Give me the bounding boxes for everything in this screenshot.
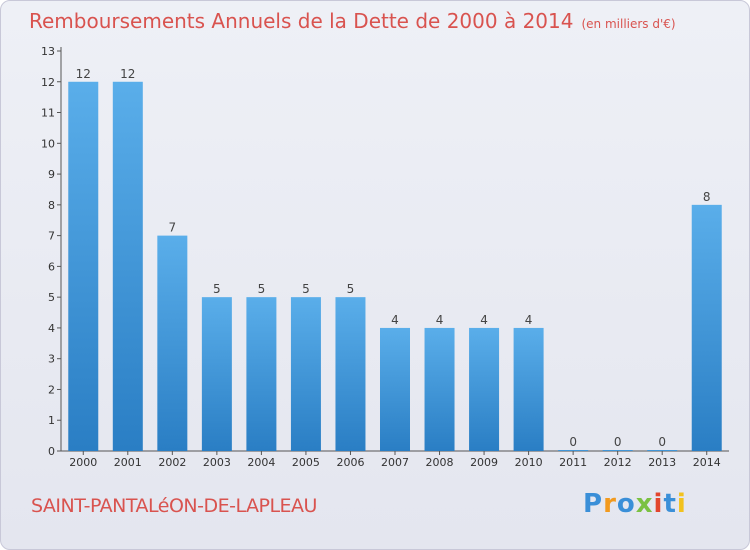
- x-tick-label-2012: 2012: [604, 456, 632, 469]
- chart-title-text: Remboursements Annuels de la Dette de 20…: [29, 9, 574, 33]
- y-tick-label: 5: [48, 291, 55, 304]
- y-tick-label: 13: [41, 45, 55, 58]
- bar-2012: [602, 450, 633, 451]
- bar-2014: [691, 204, 722, 451]
- y-tick-label: 7: [48, 230, 55, 243]
- x-tick-label-2008: 2008: [426, 456, 454, 469]
- x-tick-label-2005: 2005: [292, 456, 320, 469]
- x-tick-label-2010: 2010: [515, 456, 543, 469]
- data-label-2012: 0: [614, 435, 622, 449]
- x-tick-label-2014: 2014: [693, 456, 721, 469]
- y-tick-label: 10: [41, 137, 55, 150]
- y-tick-label: 3: [48, 353, 55, 366]
- data-label-2001: 12: [120, 67, 135, 81]
- proxiti-logo: Proxiti: [583, 489, 687, 519]
- bar-2008: [424, 327, 455, 451]
- y-tick-label: 0: [48, 445, 55, 458]
- x-tick-label-2007: 2007: [381, 456, 409, 469]
- x-tick-label-2004: 2004: [247, 456, 275, 469]
- bar-2006: [335, 297, 366, 451]
- data-label-2002: 7: [169, 221, 177, 235]
- bar-2009: [469, 327, 500, 451]
- data-label-2005: 5: [302, 282, 310, 296]
- y-tick-label: 4: [48, 322, 55, 335]
- x-tick-label-2003: 2003: [203, 456, 231, 469]
- y-tick-label: 9: [48, 168, 55, 181]
- bar-2003: [201, 297, 232, 451]
- data-label-2013: 0: [658, 435, 666, 449]
- data-label-2014: 8: [703, 190, 711, 204]
- bar-2010: [513, 327, 544, 451]
- bar-2005: [290, 297, 321, 451]
- y-tick-label: 2: [48, 383, 55, 396]
- bar-2000: [68, 81, 99, 452]
- y-tick-label: 1: [48, 414, 55, 427]
- x-tick-label-2006: 2006: [336, 456, 364, 469]
- data-label-2009: 4: [480, 313, 488, 327]
- y-tick-label: 6: [48, 260, 55, 273]
- x-tick-label-2001: 2001: [114, 456, 142, 469]
- data-label-2008: 4: [436, 313, 444, 327]
- bar-2007: [380, 327, 410, 451]
- x-tick-label-2013: 2013: [648, 456, 676, 469]
- x-tick-label-2000: 2000: [69, 456, 97, 469]
- data-label-2010: 4: [525, 313, 533, 327]
- commune-name: SAINT-PANTALéON-DE-LAPLEAU: [31, 495, 317, 517]
- bar-2002: [157, 235, 188, 451]
- data-label-2006: 5: [347, 282, 355, 296]
- y-tick-label: 8: [48, 199, 55, 212]
- x-tick-label-2011: 2011: [559, 456, 587, 469]
- data-label-2007: 4: [391, 313, 399, 327]
- bar-2011: [558, 450, 589, 451]
- chart-title: Remboursements Annuels de la Dette de 20…: [29, 9, 676, 33]
- chart-subtitle: (en milliers d'€): [581, 17, 676, 31]
- x-tick-label-2009: 2009: [470, 456, 498, 469]
- y-tick-label: 12: [41, 76, 55, 89]
- y-tick-label: 11: [41, 107, 55, 120]
- data-label-2004: 5: [258, 282, 266, 296]
- bar-2013: [647, 450, 678, 451]
- bar-2004: [246, 297, 277, 451]
- bar-2001: [112, 81, 143, 452]
- data-label-2003: 5: [213, 282, 221, 296]
- data-label-2011: 0: [569, 435, 577, 449]
- x-tick-label-2002: 2002: [158, 456, 186, 469]
- data-label-2000: 12: [76, 67, 91, 81]
